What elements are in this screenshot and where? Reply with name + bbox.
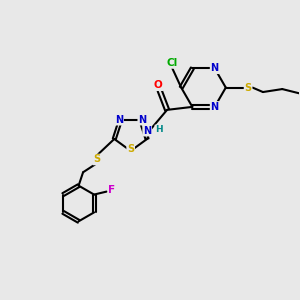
Text: N: N <box>211 102 219 112</box>
Text: S: S <box>244 82 252 93</box>
Text: H: H <box>155 125 163 134</box>
Text: N: N <box>211 63 219 73</box>
Text: Cl: Cl <box>167 58 178 68</box>
Text: N: N <box>143 126 151 136</box>
Text: N: N <box>138 115 146 125</box>
Text: N: N <box>115 115 123 125</box>
Text: S: S <box>127 144 134 154</box>
Text: S: S <box>93 154 100 164</box>
Text: F: F <box>108 185 116 195</box>
Text: O: O <box>154 80 163 90</box>
